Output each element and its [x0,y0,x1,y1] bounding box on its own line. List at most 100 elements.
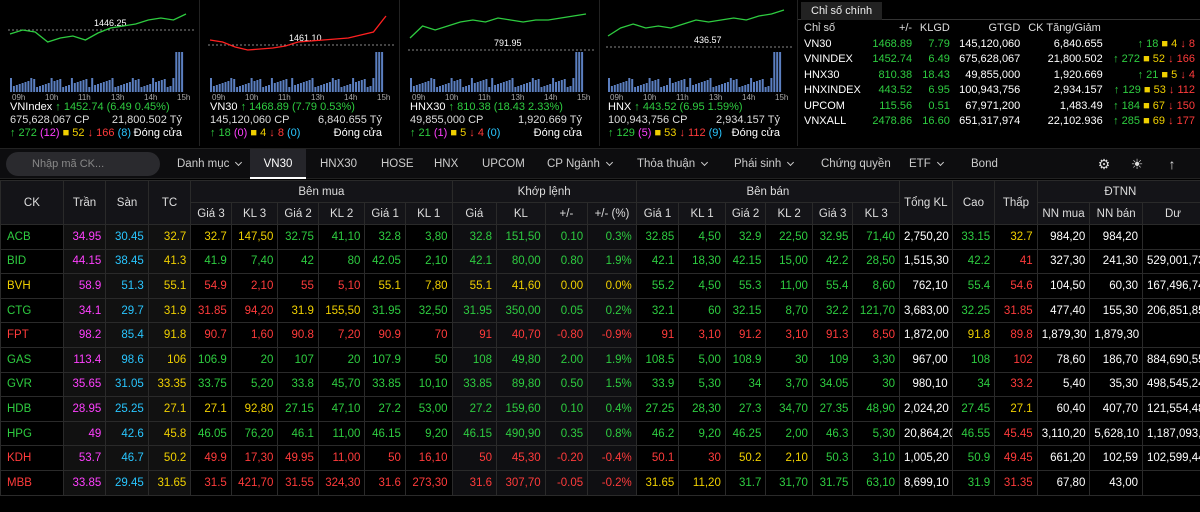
sub-col-header[interactable]: KL 1 [404,202,453,225]
mini-chart-vnindex[interactable]: 1446.25 09h 10h 11h 13h 14h 15h VNIndex ↑ 145… [4,0,200,146]
col-ceiling[interactable]: Trần [62,180,107,225]
table-row[interactable]: BID 44.15 38.45 41.3 41.9 7,40 42 80 42.… [0,248,1200,275]
index-panel-tab[interactable]: Chỉ số chính [801,2,883,20]
symbol-cell[interactable]: GVR [0,371,64,398]
tab-chứng-quyền[interactable]: Chứng quyền [821,158,891,170]
index-row[interactable]: VN30 1468.89 7.79 145,120,060 6,840.655 … [798,36,1198,52]
symbol-cell[interactable]: HDB [0,396,64,422]
reference-value-label: 791.95 [494,38,522,48]
table-row[interactable]: CTG 34.1 29.7 31.9 31.85 94,20 31.9 155,… [0,297,1200,324]
scroll-top-arrow-icon[interactable]: ↑ [1168,156,1176,172]
sub-col-header[interactable]: Giá 3 [190,202,232,225]
sub-col-header[interactable]: NN mua [1036,202,1091,225]
symbol-cell[interactable]: BVH [0,273,64,299]
tab-hnx30[interactable]: HNX30 [320,158,358,170]
index-row[interactable]: UPCOM 115.56 0.51 67,971,200 1,483.49 ↑ … [798,98,1198,114]
index-col-header: +/- [898,22,913,34]
tab-etf[interactable]: ETF [909,149,944,179]
table-row[interactable]: MBB 33.85 29.45 31.65 31.5 421,70 31.55 … [0,469,1200,496]
table-row[interactable]: KDH 53.7 46.7 50.2 49.9 17,30 49.95 11,0… [0,445,1200,471]
tab-upcom[interactable]: UPCOM [482,158,525,170]
symbol-cell[interactable]: GAS [0,346,64,373]
table-row[interactable]: HPG 49 42.6 45.8 46.05 76,20 46.1 11,00 … [0,420,1200,447]
index-row-change: 16.60 [922,115,950,128]
index-row-trade-value: 21,800.502 [1047,53,1103,66]
ask-volume-3: 3,10 [852,445,901,471]
table-row[interactable]: HDB 28.95 25.25 27.1 27.1 92,80 27.15 47… [0,396,1200,422]
col-floor[interactable]: Sàn [105,180,149,225]
index-value: ↑ 1468.89 (7.79 0.53%) [240,101,355,113]
ask-price-2: 108.9 [724,346,767,373]
symbol-cell[interactable]: MBB [0,469,64,496]
volume-bar [575,52,578,92]
time-tick-label: 15h [177,93,190,101]
volume-bar [152,78,155,92]
sub-col-header[interactable]: Dư [1141,202,1200,225]
sub-col-header[interactable]: +/- [544,202,589,225]
tab-thỏa-thuận[interactable]: Thỏa thuận [637,149,709,179]
symbol-cell[interactable]: FPT [0,322,64,348]
gear-icon[interactable]: ⚙ [1097,156,1111,172]
symbol-cell[interactable]: BID [0,248,64,275]
volume-bar [779,52,782,92]
sub-col-header[interactable]: KL [496,202,546,225]
sub-col-header[interactable]: KL 3 [230,202,279,225]
symbol-cell[interactable]: HPG [0,420,64,447]
index-row-volume: 67,971,200 [965,99,1021,112]
sub-col-header[interactable]: Giá 2 [724,202,767,225]
ask-price-1: 42.1 [635,248,680,275]
mini-chart-vn30[interactable]: 1461.10 09h 10h 11h 13h 14h 15h VN30 ↑ 1468.8… [204,0,400,146]
ask-volume-1: 5,00 [678,346,726,373]
col-reference[interactable]: TC [147,180,192,225]
symbol-cell[interactable]: KDH [0,445,64,471]
sub-col-header[interactable]: Giá 3 [811,202,854,225]
index-row[interactable]: VNXALL 2478.86 16.60 651,317,974 22,102.… [798,114,1198,130]
table-row[interactable]: ACB 34.95 30.45 32.7 32.7 147,50 32.75 4… [0,224,1200,250]
sub-col-header[interactable]: Giá [451,202,498,225]
volume-bar [750,78,753,92]
ask-volume-1: 30 [678,445,726,471]
col-ck[interactable]: CK [0,180,64,225]
symbol-cell[interactable]: CTG [0,297,64,324]
index-row[interactable]: HNX30 810.38 18.43 49,855,000 1,920.669 … [798,67,1198,83]
volume-bar [505,81,508,92]
tab-hnx[interactable]: HNX [434,158,459,170]
index-row[interactable]: VNINDEX 1452.74 6.49 675,628,067 21,800.… [798,52,1198,68]
time-tick-label: 11h [78,93,91,101]
sub-col-header[interactable]: NN bán [1089,202,1143,225]
mini-chart-hnx[interactable]: 436.57 09h 10h 11h 13h 14h 15h HNX ↑ 443.52 (… [602,0,798,146]
tab-cp-ngành[interactable]: CP Ngành [547,149,613,179]
sub-col-header[interactable]: Giá 2 [277,202,319,225]
col-high[interactable]: Cao [951,180,996,225]
sub-col-header[interactable]: KL 2 [317,202,366,225]
volume-bar [285,79,288,92]
tab-bond[interactable]: Bond [971,158,998,170]
sub-col-header[interactable]: Giá 1 [364,202,406,225]
index-row[interactable]: HNXINDEX 443.52 6.95 100,943,756 2,934.1… [798,83,1198,99]
match-change-pct: 1.9% [587,346,637,373]
symbol-cell[interactable]: ACB [0,224,64,250]
tab-danh-mục[interactable]: Danh mục [177,149,243,179]
table-row[interactable]: GAS 113.4 98.6 106 106.9 20 107 20 107.9… [0,346,1200,373]
sub-col-header[interactable]: Giá 1 [635,202,680,225]
tab-vn30[interactable]: VN30 [250,149,306,179]
volume-bar [73,83,76,92]
sub-col-header[interactable]: KL 1 [678,202,726,225]
sub-col-header[interactable]: KL 2 [765,202,813,225]
volume-bar [523,84,526,92]
tab-hose[interactable]: HOSE [381,158,414,170]
col-total-volume[interactable]: Tổng KL [899,180,953,225]
mini-chart-hnx30[interactable]: 791.95 09h 10h 11h 13h 14h 15h HNX30 ↑ 810.38… [404,0,600,146]
tab-phái-sinh[interactable]: Phái sinh [734,149,795,179]
volume-bar [334,80,337,92]
light-bulb-icon[interactable]: ☀ [1130,156,1144,172]
col-low[interactable]: Thấp [994,180,1038,225]
sub-col-header[interactable]: +/- (%) [587,202,637,225]
symbol-search-input[interactable] [6,152,160,176]
index-row-change: 18.43 [922,68,950,81]
table-row[interactable]: FPT 98.2 85.4 91.8 90.7 1,60 90.8 7,20 9… [0,322,1200,348]
sub-col-header[interactable]: KL 3 [852,202,901,225]
volume-bar [572,78,575,92]
table-row[interactable]: GVR 35.65 31.05 33.35 33.75 5,20 33.8 45… [0,371,1200,398]
table-row[interactable]: BVH 58.9 51.3 55.1 54.9 2,10 55 5,10 55.… [0,273,1200,299]
